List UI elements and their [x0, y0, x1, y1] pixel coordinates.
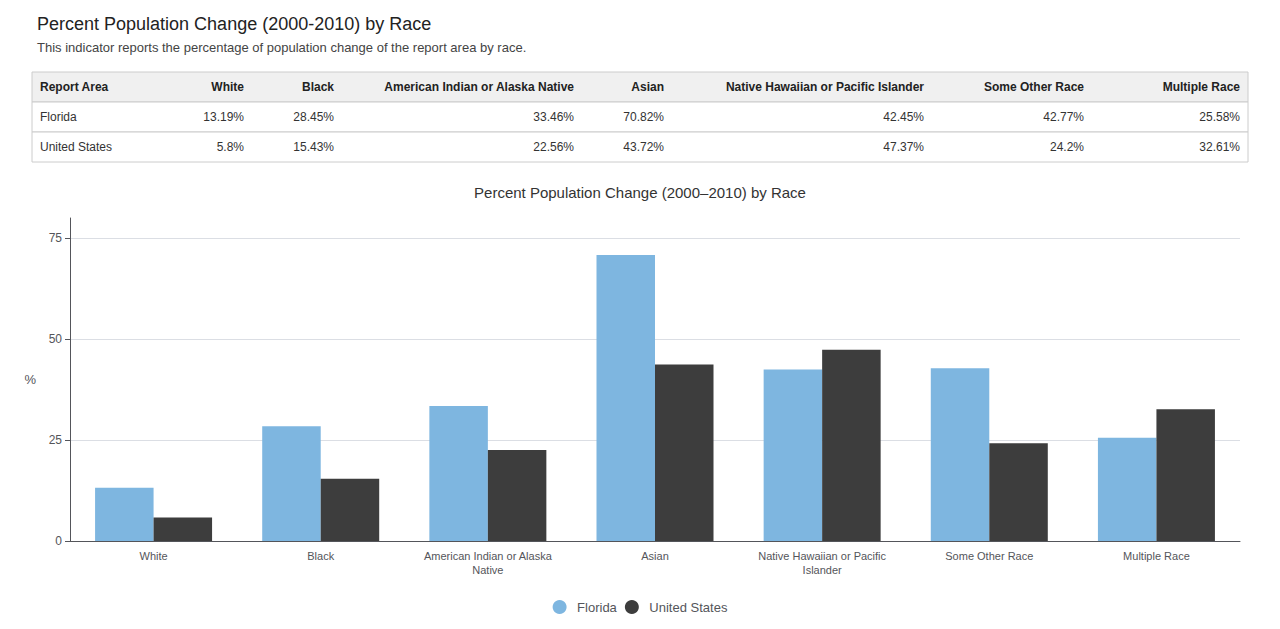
svg-text:42.45%: 42.45% [883, 110, 924, 124]
svg-text:Asian: Asian [641, 550, 669, 562]
svg-text:42.77%: 42.77% [1043, 110, 1084, 124]
svg-text:Florida: Florida [577, 600, 618, 615]
svg-text:Multiple Race: Multiple Race [1163, 80, 1241, 94]
svg-text:Black: Black [307, 550, 334, 562]
svg-text:Native Hawaiian or Pacific Isl: Native Hawaiian or Pacific Islander [726, 80, 924, 94]
svg-text:White: White [211, 80, 244, 94]
svg-text:White: White [140, 550, 168, 562]
svg-text:32.61%: 32.61% [1199, 140, 1240, 154]
svg-text:47.37%: 47.37% [883, 140, 924, 154]
svg-text:0: 0 [55, 534, 62, 548]
svg-text:Asian: Asian [631, 80, 664, 94]
svg-text:43.72%: 43.72% [623, 140, 664, 154]
svg-text:%: % [24, 372, 36, 387]
svg-text:United States: United States [649, 600, 728, 615]
svg-text:Percent Population Change (200: Percent Population Change (2000-2010) by… [37, 14, 431, 34]
svg-text:75: 75 [49, 231, 63, 245]
svg-text:Florida: Florida [40, 110, 77, 124]
svg-text:25.58%: 25.58% [1199, 110, 1240, 124]
svg-text:24.2%: 24.2% [1050, 140, 1084, 154]
svg-text:Some Other Race: Some Other Race [984, 80, 1084, 94]
svg-text:Islander: Islander [803, 564, 842, 576]
svg-text:United States: United States [40, 140, 112, 154]
svg-text:American Indian or Alaska: American Indian or Alaska [424, 550, 553, 562]
svg-text:Black: Black [302, 80, 334, 94]
svg-text:5.8%: 5.8% [217, 140, 245, 154]
svg-text:33.46%: 33.46% [533, 110, 574, 124]
svg-text:25: 25 [49, 433, 63, 447]
svg-text:70.82%: 70.82% [623, 110, 664, 124]
svg-text:28.45%: 28.45% [293, 110, 334, 124]
svg-text:Report Area: Report Area [40, 80, 109, 94]
svg-text:Native: Native [472, 564, 503, 576]
svg-text:22.56%: 22.56% [533, 140, 574, 154]
svg-text:American Indian or Alaska Nati: American Indian or Alaska Native [384, 80, 574, 94]
svg-text:50: 50 [49, 332, 63, 346]
svg-text:13.19%: 13.19% [203, 110, 244, 124]
svg-text:This indicator reports the per: This indicator reports the percentage of… [37, 40, 526, 55]
svg-text:Some Other Race: Some Other Race [945, 550, 1033, 562]
svg-text:Native Hawaiian or Pacific: Native Hawaiian or Pacific [758, 550, 886, 562]
svg-text:15.43%: 15.43% [293, 140, 334, 154]
svg-text:Percent Population Change (200: Percent Population Change (2000–2010) by… [474, 184, 806, 201]
svg-text:Multiple Race: Multiple Race [1123, 550, 1190, 562]
